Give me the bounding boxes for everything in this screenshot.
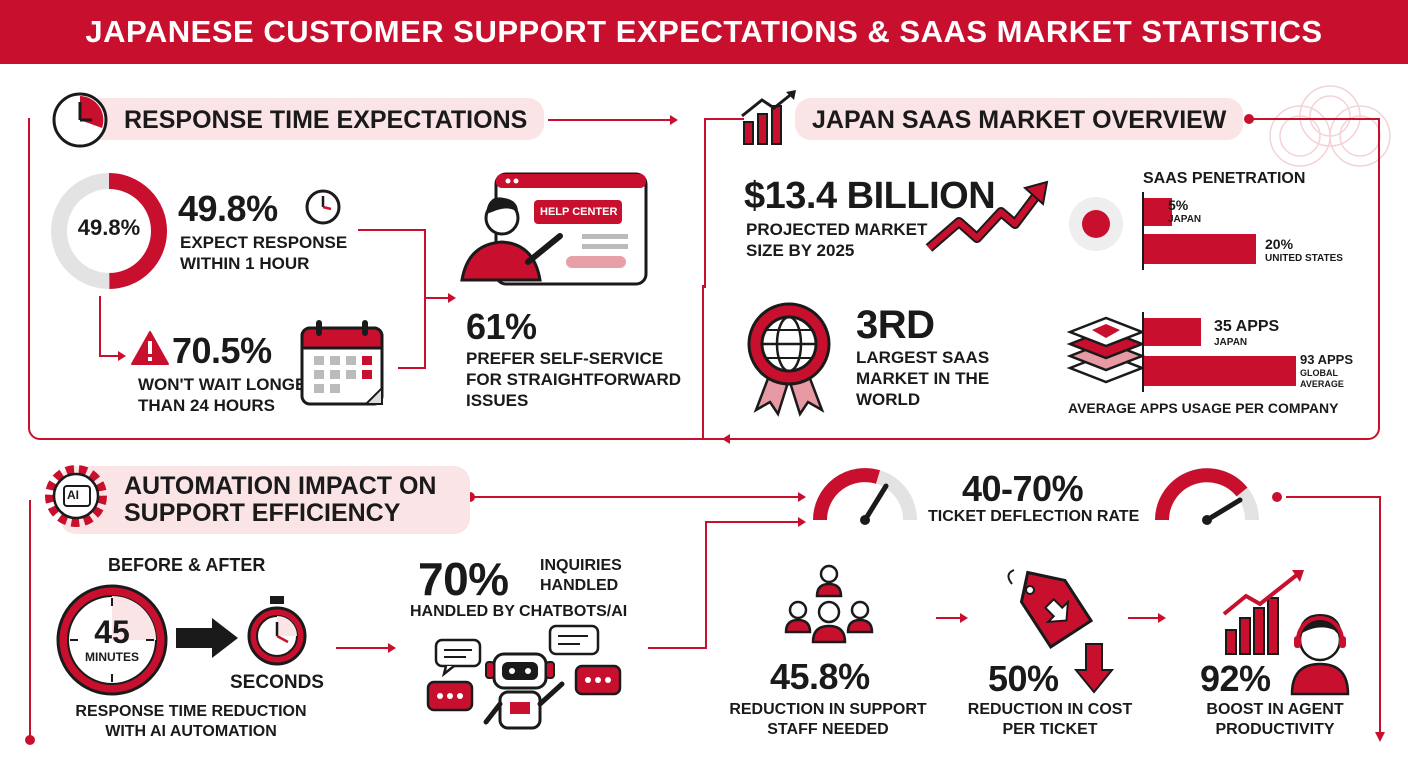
stat-within-hour-value: 49.8% <box>178 188 278 229</box>
stat-24h-value: 70.5% <box>172 330 272 371</box>
ai-icon-label: AI <box>67 488 79 502</box>
help-center-label: HELP CENTER <box>540 206 618 218</box>
before-after-label: BEFORE & AFTER <box>108 555 266 575</box>
penetration-us-label: UNITED STATES <box>1265 253 1343 264</box>
frame-divider-top <box>704 118 706 288</box>
cost-reduction-value: 50% <box>988 658 1059 699</box>
frame-top-stub <box>704 118 744 120</box>
arrow-right-icon <box>548 115 678 125</box>
market-size-text: PROJECTED MARKET SIZE BY 2025 <box>746 220 928 260</box>
apps-japan-value: 35 APPS <box>1214 318 1280 335</box>
apps-global-value: 93 APPS <box>1300 352 1353 367</box>
apps-bar-global <box>1144 356 1296 386</box>
price-tag-icon <box>1007 569 1094 649</box>
market-size-value: $13.4 BILLION <box>744 175 996 217</box>
clock-icon <box>52 92 108 148</box>
automation-title-line1: AUTOMATION IMPACT ON <box>124 472 437 500</box>
frame-divider <box>702 285 704 440</box>
stopwatch-icon <box>247 596 307 666</box>
chatbot-side-text: INQUIRIES HANDLED <box>540 557 622 594</box>
response-section-frame <box>28 118 704 440</box>
frame-dot-bottom <box>25 735 35 745</box>
response-section-title: RESPONSE TIME EXPECTATIONS <box>124 106 528 134</box>
response-donut-chart <box>51 173 167 289</box>
chatbot-value: 70% <box>418 553 509 605</box>
penetration-japan-label: JAPAN <box>1168 214 1202 225</box>
wave-pattern-decoration <box>1269 85 1391 167</box>
page-title: JAPANESE CUSTOMER SUPPORT EXPECTATIONS &… <box>0 0 1408 64</box>
support-team-icon <box>784 564 874 644</box>
frame-dot-mid <box>465 492 475 502</box>
arrow-left-icon <box>722 434 730 444</box>
deflection-text: TICKET DEFLECTION RATE <box>928 508 1140 525</box>
saas-section-frame <box>704 118 1380 440</box>
japan-flag-icon <box>1069 197 1123 251</box>
productivity-value: 92% <box>1200 658 1271 699</box>
apps-axis <box>1142 312 1144 392</box>
frame-top-right <box>1250 118 1380 120</box>
market-rank-text: LARGEST SAAS MARKET IN THE WORLD <box>856 348 990 409</box>
response-title-pill <box>70 98 544 140</box>
automation-title-line2: SUPPORT EFFICIENCY <box>124 499 401 527</box>
penetration-japan-value: 5% <box>1168 197 1189 213</box>
stat-self-service-text: PREFER SELF-SERVICE FOR STRAIGHTFORWARD … <box>466 349 682 410</box>
minutes-value: 45 <box>94 614 130 650</box>
penetration-bar-japan <box>1144 198 1172 226</box>
minutes-label: MINUTES <box>85 650 139 664</box>
cost-reduction-text: REDUCTION IN COST PER TICKET <box>967 701 1133 738</box>
warning-icon <box>131 331 169 365</box>
deflection-value: 40-70% <box>962 468 1084 509</box>
frame-dot-right <box>1272 492 1282 502</box>
arrow-right-fat-icon <box>176 618 238 658</box>
donut-label: 49.8% <box>77 215 141 240</box>
penetration-bar-us <box>1144 234 1256 264</box>
frame-dot <box>1244 114 1254 124</box>
apps-japan-label: JAPAN <box>1214 337 1248 348</box>
staff-reduction-value: 45.8% <box>770 656 870 697</box>
chatbot-text: HANDLED BY CHATBOTS/AI <box>410 603 628 620</box>
apps-stack-icon <box>1066 316 1146 384</box>
seconds-label: SECONDS <box>230 672 324 693</box>
productivity-text: BOOST IN AGENT PRODUCTIVITY <box>1206 701 1344 738</box>
agent-productivity-icon <box>1222 570 1350 696</box>
globe-award-icon <box>747 302 831 417</box>
stat-self-service-value: 61% <box>466 306 537 347</box>
saas-title-pill <box>795 98 1243 140</box>
small-clock-icon <box>305 189 341 225</box>
response-reduction-text: RESPONSE TIME REDUCTION WITH AI AUTOMATI… <box>75 703 307 740</box>
gauge-left-icon <box>813 468 917 525</box>
saas-section-title: JAPAN SAAS MARKET OVERVIEW <box>812 106 1227 134</box>
staff-reduction-text: REDUCTION IN SUPPORT STAFF NEEDED <box>729 701 927 738</box>
apps-global-label: GLOBAL AVERAGE <box>1300 368 1344 389</box>
penetration-axis <box>1142 192 1144 270</box>
gauge-right-icon <box>1155 468 1259 525</box>
stat-24h-text: WON'T WAIT LONGER THAN 24 HOURS <box>138 375 319 415</box>
apps-caption: AVERAGE APPS USAGE PER COMPANY <box>1068 400 1339 416</box>
help-center-illustration <box>460 172 648 286</box>
ai-brain-gear-icon <box>45 465 107 527</box>
donut-arc <box>51 173 167 289</box>
automation-connector-lines <box>29 492 1385 742</box>
connector-lines <box>99 229 456 369</box>
chatbot-robot-icon <box>426 624 622 730</box>
market-rank-value: 3rd <box>856 303 935 347</box>
minutes-clock-icon <box>56 584 168 696</box>
penetration-title: SAAS PENETRATION <box>1143 170 1306 187</box>
penetration-us-value: 20% <box>1265 236 1294 252</box>
automation-title-pill <box>60 466 470 534</box>
stat-within-hour-text: EXPECT RESPONSE WITHIN 1 HOUR <box>180 233 348 273</box>
down-arrow-icon <box>1073 643 1115 694</box>
calendar-icon <box>300 320 384 406</box>
growth-chart-icon <box>741 90 796 145</box>
trend-arrow-icon <box>925 180 1049 252</box>
apps-bar-japan <box>1144 318 1202 346</box>
